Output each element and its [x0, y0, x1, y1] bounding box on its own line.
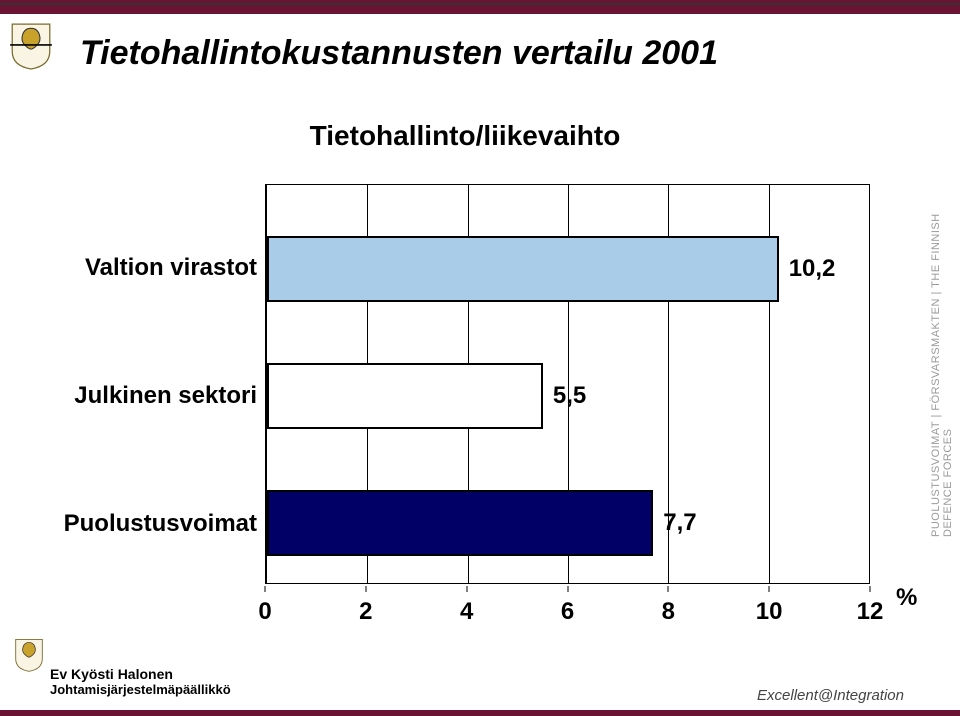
top-bar-line — [0, 3, 960, 5]
y-axis-labels: Valtion virastot Julkinen sektori Puolustu… — [60, 184, 265, 584]
chart-container: Tietohallinto/liikevaihto Valtion virast… — [60, 120, 870, 620]
x-tick-mark — [870, 586, 871, 592]
x-tick-mark — [769, 586, 770, 592]
bottom-bar — [0, 710, 960, 716]
org-vertical-label: PUOLUSTUSVOIMAT | FÖRSVARSMAKTEN | THE F… — [930, 179, 954, 537]
value-label: 5,5 — [553, 382, 586, 410]
x-tick-label: 4 — [460, 598, 473, 626]
value-label: 10,2 — [789, 255, 836, 283]
x-tick-label: 12 — [857, 598, 884, 626]
plot-outer: Valtion virastot Julkinen sektori Puolustu… — [60, 184, 870, 584]
defence-lion-logo — [10, 22, 52, 70]
x-tick-mark — [365, 586, 366, 592]
chart-title: Tietohallinto/liikevaihto — [60, 120, 870, 152]
x-tick-mark — [265, 586, 266, 592]
x-tick-label: 0 — [258, 598, 271, 626]
footer-left: Ev Kyösti Halonen Johtamisjärjestelmäpää… — [50, 666, 231, 698]
x-tick-label: 8 — [662, 598, 675, 626]
x-tick-mark — [466, 586, 467, 592]
x-tick-mark — [567, 586, 568, 592]
category-label: Puolustusvoimat — [64, 510, 257, 538]
x-tick-mark — [668, 586, 669, 592]
bar — [267, 363, 543, 429]
category-label: Valtion virastot — [85, 254, 257, 282]
x-tick-label: 6 — [561, 598, 574, 626]
axis-unit-label: % — [896, 584, 917, 612]
x-tick-label: 2 — [359, 598, 372, 626]
value-label: 7,7 — [663, 509, 696, 537]
footer-right: Excellent@Integration — [757, 687, 904, 704]
category-label: Julkinen sektori — [74, 382, 257, 410]
bar — [267, 490, 653, 556]
page-title: Tietohallintokustannusten vertailu 2001 — [80, 34, 718, 73]
bar — [267, 236, 779, 302]
x-axis: 024681012% — [265, 592, 870, 632]
author-role: Johtamisjärjestelmäpäällikkö — [50, 682, 231, 698]
defence-lion-logo — [14, 638, 44, 672]
x-tick-label: 10 — [756, 598, 783, 626]
author-name: Ev Kyösti Halonen — [50, 666, 231, 683]
plot-area: 10,2 5,5 7,7 — [265, 184, 870, 584]
gridline — [869, 185, 870, 583]
